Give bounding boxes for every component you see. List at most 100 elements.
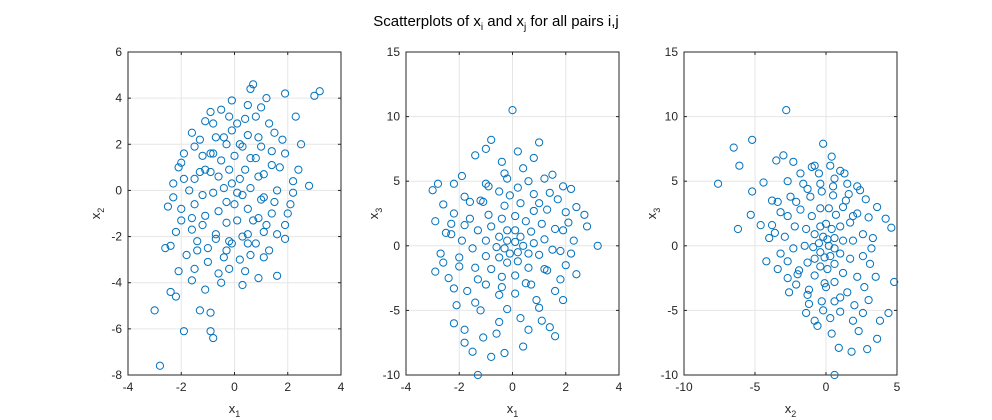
data-point <box>179 327 189 336</box>
data-point <box>198 151 207 160</box>
data-point <box>572 270 581 279</box>
data-point <box>233 119 242 128</box>
data-point <box>783 274 792 283</box>
data-point <box>484 182 493 191</box>
data-point <box>841 196 850 205</box>
data-point <box>222 218 231 227</box>
data-point <box>846 254 855 263</box>
data-point <box>206 107 215 117</box>
data-point <box>816 204 825 213</box>
data-point <box>826 161 835 170</box>
data-point <box>784 288 794 297</box>
data-point <box>748 187 757 196</box>
data-point <box>548 170 557 179</box>
data-point <box>243 100 252 110</box>
data-point <box>468 244 477 253</box>
data-point <box>211 230 220 239</box>
data-point <box>803 184 812 194</box>
data-point <box>481 144 490 153</box>
data-point <box>230 200 239 209</box>
data-point <box>209 149 218 158</box>
data-point <box>225 264 234 273</box>
data-point <box>495 290 504 299</box>
data-point <box>834 343 843 352</box>
data-point <box>195 167 204 177</box>
title-part-2: and x <box>483 13 524 30</box>
data-point <box>246 84 255 94</box>
data-point <box>471 263 480 272</box>
data-point <box>817 297 826 306</box>
data-point <box>241 165 250 174</box>
data-point <box>561 261 570 270</box>
data-point <box>527 280 536 289</box>
data-point <box>790 222 799 231</box>
data-point <box>521 217 530 226</box>
data-point <box>487 222 496 231</box>
data-point <box>476 196 485 205</box>
data-point <box>473 275 482 284</box>
data-point <box>222 197 231 207</box>
data-point <box>582 222 592 231</box>
data-point <box>225 237 234 246</box>
data-point <box>848 211 858 221</box>
data-point <box>511 226 520 235</box>
data-point <box>843 179 852 188</box>
y-tick-label: 5 <box>671 174 678 188</box>
title-subscript-i: i <box>481 22 483 33</box>
y-tick-label: -10 <box>661 368 679 382</box>
data-point <box>511 237 520 247</box>
data-point <box>772 156 781 165</box>
data-point <box>217 156 226 165</box>
data-point <box>259 253 268 262</box>
data-point <box>238 142 247 151</box>
data-point <box>190 174 199 183</box>
data-point <box>195 306 204 315</box>
data-point <box>273 271 282 280</box>
data-point <box>233 188 242 197</box>
data-point <box>789 244 798 253</box>
data-point <box>786 192 795 201</box>
data-point <box>572 202 581 212</box>
data-point <box>310 91 319 100</box>
data-point <box>449 179 459 188</box>
data-point <box>511 289 520 298</box>
data-point <box>858 308 868 318</box>
data-point <box>513 183 522 192</box>
data-point <box>217 278 226 287</box>
data-point <box>254 214 263 223</box>
data-point <box>853 209 862 218</box>
y-tick-label: -10 <box>383 368 401 382</box>
data-point <box>847 347 856 356</box>
data-point <box>286 200 295 209</box>
data-point <box>804 285 814 294</box>
data-point <box>479 333 488 342</box>
data-point <box>827 224 836 234</box>
data-point <box>465 214 474 223</box>
data-point <box>783 257 792 266</box>
data-point <box>452 301 461 310</box>
data-point <box>556 275 565 284</box>
data-point <box>190 264 199 273</box>
data-point <box>265 246 274 255</box>
data-point <box>246 184 255 193</box>
data-point <box>193 246 202 255</box>
data-point <box>468 347 477 356</box>
data-point <box>161 244 170 253</box>
data-point <box>527 227 536 236</box>
data-point <box>551 286 560 296</box>
x-tick-label: 4 <box>338 380 345 394</box>
data-point <box>810 271 819 280</box>
data-point <box>291 112 300 121</box>
data-point <box>511 211 520 221</box>
data-point <box>558 295 568 305</box>
data-point <box>163 202 173 211</box>
data-point <box>529 206 538 216</box>
data-point <box>294 165 303 174</box>
data-point <box>495 253 504 262</box>
data-point <box>830 370 839 380</box>
data-point <box>773 197 782 206</box>
y-tick-label: -6 <box>111 322 122 336</box>
data-point <box>230 151 239 160</box>
data-point <box>481 236 490 245</box>
data-point <box>855 186 865 195</box>
